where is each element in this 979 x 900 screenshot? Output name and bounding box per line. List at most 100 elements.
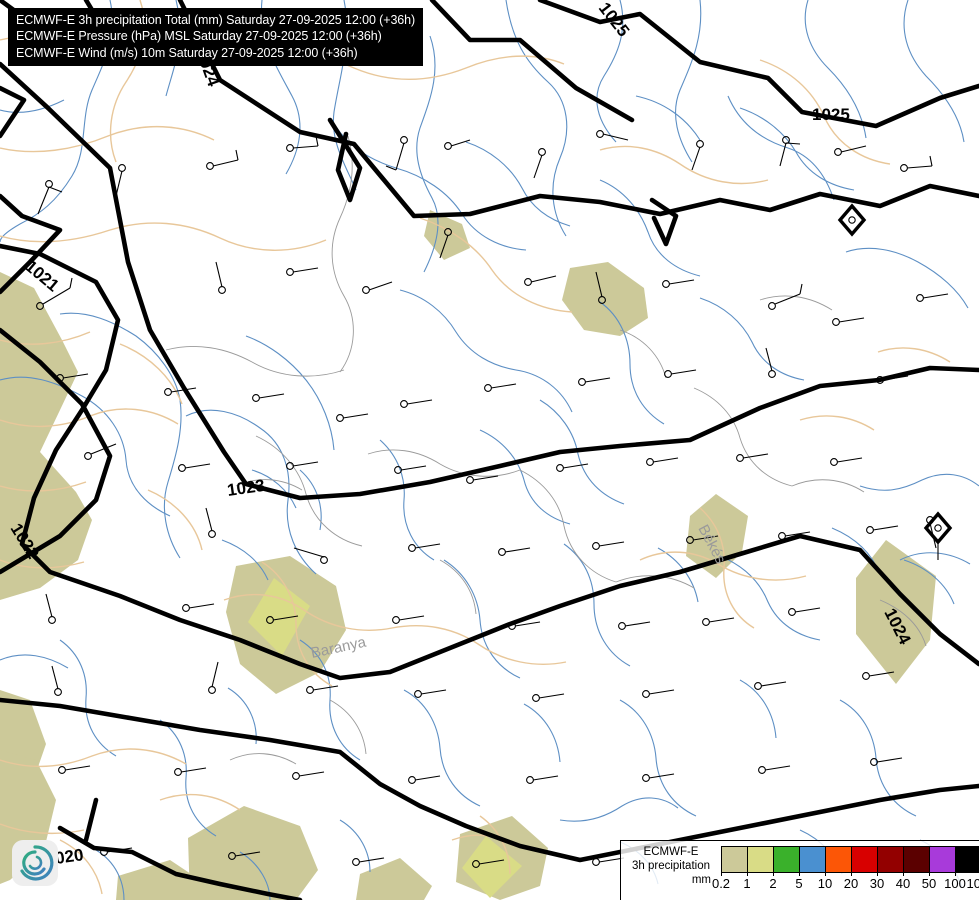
legend-tick-label-2: 2 bbox=[769, 876, 777, 891]
wind-barb bbox=[115, 164, 126, 197]
legend-swatch-2 bbox=[774, 847, 800, 872]
legend-swatch-0 bbox=[722, 847, 748, 872]
wind-barb bbox=[228, 851, 261, 860]
wind-barb bbox=[37, 180, 63, 215]
wind-barb bbox=[252, 393, 285, 402]
legend-tick-mark bbox=[851, 872, 852, 876]
title-line-precipitation: ECMWF-E 3h precipitation Total (mm) Satu… bbox=[16, 13, 416, 27]
wind-barb bbox=[778, 531, 811, 540]
isobar-segment bbox=[649, 197, 679, 247]
wind-barb bbox=[36, 277, 73, 310]
wind-barb bbox=[286, 135, 319, 152]
legend-model: ECMWF-E bbox=[643, 846, 699, 858]
wind-barb bbox=[736, 453, 769, 462]
wind-barb bbox=[702, 617, 735, 626]
isobar-1022 bbox=[0, 243, 979, 681]
legend-tick-label-1: 1 bbox=[743, 876, 751, 891]
wind-barb bbox=[174, 767, 207, 776]
precip-area bbox=[248, 578, 310, 656]
wind-barb bbox=[754, 681, 787, 690]
wind-barb bbox=[642, 689, 675, 698]
wind-barb bbox=[876, 375, 909, 384]
legend-tick-strip: 0.2 1 2 5 10 20 30 40 50 1001000 bbox=[712, 872, 979, 896]
isobar-1021-lower bbox=[0, 697, 979, 863]
legend-parameter: 3h precipitation bbox=[632, 860, 710, 872]
precipitation-legend: ECMWF-E 3h precipitation mm 0.2 1 2 5 10 20 30… bbox=[620, 840, 979, 900]
legend-tick-label-0.2: 0.2 bbox=[711, 876, 731, 891]
wind-barb bbox=[286, 267, 319, 276]
wind-barb bbox=[178, 463, 211, 472]
legend-tick-label-1000: 1000 bbox=[966, 876, 979, 891]
wind-barb bbox=[578, 377, 611, 386]
wind-barb bbox=[646, 457, 679, 466]
wind-barb bbox=[182, 603, 215, 612]
map-title-box: ECMWF-E 3h precipitation Total (mm) Satu… bbox=[8, 8, 424, 66]
wind-barb bbox=[900, 155, 933, 172]
wind-barb bbox=[830, 457, 863, 466]
wind-barb bbox=[768, 283, 803, 310]
precip-area bbox=[356, 858, 432, 900]
wind-barb bbox=[524, 275, 557, 286]
wind-barb bbox=[292, 771, 325, 780]
legend-tick-mark bbox=[773, 872, 774, 876]
wind-barb bbox=[392, 615, 425, 624]
legend-tick-mark bbox=[955, 872, 956, 876]
wind-barb bbox=[84, 443, 117, 460]
legend-tick-label-10: 10 bbox=[817, 876, 833, 891]
legend-tick-label-5: 5 bbox=[795, 876, 803, 891]
wind-barb bbox=[293, 547, 328, 564]
wind-barb bbox=[286, 461, 319, 470]
wind-barb bbox=[686, 535, 719, 544]
wind-barb bbox=[362, 281, 393, 294]
wind-barb bbox=[642, 773, 675, 782]
wind-barb bbox=[533, 148, 546, 179]
legend-swatch-4 bbox=[826, 847, 852, 872]
wind-barb bbox=[526, 775, 559, 784]
admin-boundary-layer bbox=[165, 135, 927, 765]
legend-tick-mark bbox=[747, 872, 748, 876]
wind-barb bbox=[832, 317, 865, 326]
legend-tick-mark bbox=[799, 872, 800, 876]
wind-barb bbox=[414, 689, 447, 698]
legend-tick-label-100: 100 bbox=[944, 876, 966, 891]
legend-swatch-5 bbox=[852, 847, 878, 872]
legend-swatch-7 bbox=[904, 847, 930, 872]
wind-barb bbox=[472, 859, 505, 868]
wind-barb bbox=[556, 463, 589, 472]
legend-swatch-1 bbox=[748, 847, 774, 872]
wind-barb bbox=[215, 261, 226, 294]
legend-swatch-6 bbox=[878, 847, 904, 872]
precip-area bbox=[116, 860, 206, 900]
wind-barb bbox=[439, 228, 452, 259]
isobar-1023 bbox=[0, 61, 979, 501]
wind-barb bbox=[408, 775, 441, 784]
legend-unit: mm bbox=[691, 874, 711, 886]
wind-barb bbox=[662, 279, 695, 288]
isobar-1021 bbox=[0, 327, 113, 575]
isobar-1020 bbox=[57, 825, 303, 900]
title-line-wind: ECMWF-E Wind (m/s) 10m Saturday 27-09-20… bbox=[16, 45, 358, 60]
wind-barb bbox=[58, 765, 91, 774]
wind-barb bbox=[779, 136, 801, 167]
isobar-1024 bbox=[177, 0, 979, 219]
wind-barb bbox=[208, 661, 219, 694]
title-line-pressure: ECMWF-E Pressure (hPa) MSL Saturday 27-0… bbox=[16, 29, 382, 44]
wind-barb bbox=[618, 621, 651, 630]
meteo-spiral-logo[interactable] bbox=[12, 840, 58, 886]
legend-swatch-8 bbox=[930, 847, 956, 872]
wind-barb bbox=[532, 693, 565, 702]
legend-tick-label-30: 30 bbox=[869, 876, 885, 891]
precip-area bbox=[0, 300, 56, 492]
wind-barb bbox=[758, 765, 791, 774]
wind-barb bbox=[596, 130, 629, 141]
wind-barb bbox=[394, 465, 427, 474]
legend-tick-mark bbox=[877, 872, 878, 876]
legend-tick-mark bbox=[825, 872, 826, 876]
wind-barb-layer bbox=[36, 130, 953, 868]
precip-area bbox=[856, 540, 936, 684]
wind-barb bbox=[834, 145, 867, 156]
wind-barb bbox=[870, 757, 903, 766]
